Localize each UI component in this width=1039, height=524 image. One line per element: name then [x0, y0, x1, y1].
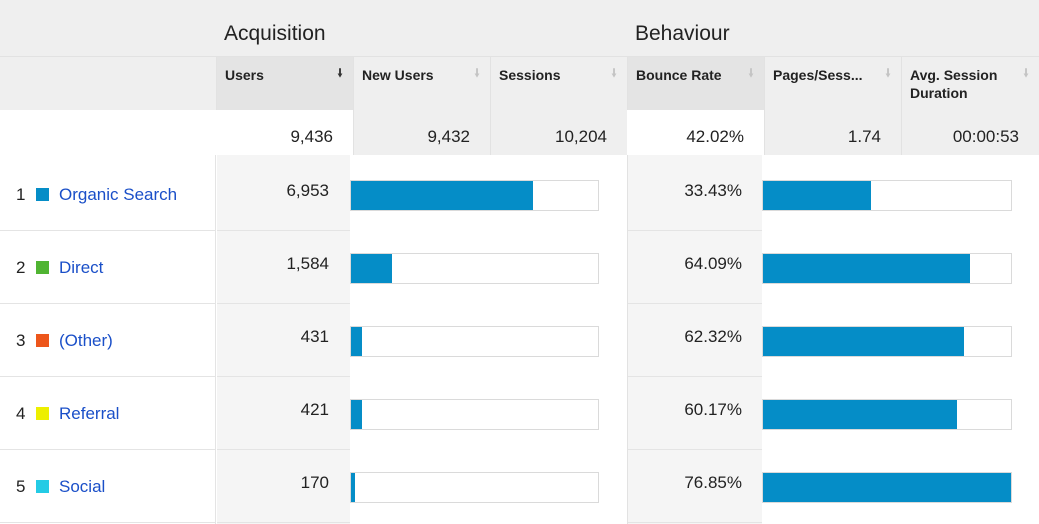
legend-swatch: [36, 188, 49, 201]
dimension-header: [0, 56, 216, 110]
row-number: 1: [16, 184, 26, 204]
row-number: 5: [16, 476, 26, 496]
row-divider: [217, 449, 350, 450]
row-number: 2: [16, 257, 26, 277]
legend-swatch: [36, 480, 49, 493]
users-bar-track: [350, 325, 599, 357]
column-header-pages-per-session-label: Pages/Sess...: [773, 67, 863, 83]
row-number: 4: [16, 403, 26, 423]
users-value: 421: [300, 399, 329, 419]
channel-link[interactable]: Direct: [59, 257, 104, 277]
users-bar: [351, 472, 355, 502]
table-row-label: 2 Direct: [16, 256, 103, 280]
users-bar-track: [350, 398, 599, 430]
row-divider: [217, 230, 350, 231]
row-divider: [217, 303, 350, 304]
total-bounce-rate: 42.02%: [627, 110, 764, 155]
bounce-rate-bar: [763, 326, 964, 356]
total-new-users: 9,432: [353, 110, 490, 155]
total-avg-session-duration: 00:00:53: [901, 110, 1039, 155]
column-header-sessions[interactable]: Sessions 🠛: [490, 56, 627, 110]
bounce-rate-bar-track: [762, 398, 1012, 430]
column-header-avg-session-duration-label: Avg. Session Duration: [910, 67, 998, 101]
sort-down-arrow-icon[interactable]: 🠛: [747, 66, 754, 80]
behaviour-group-title: Behaviour: [635, 22, 730, 45]
users-bar: [351, 253, 392, 283]
row-divider: [628, 303, 762, 304]
row-divider: [0, 303, 216, 304]
channel-link[interactable]: Social: [59, 476, 106, 496]
legend-swatch: [36, 261, 49, 274]
users-value-column: [217, 155, 350, 524]
users-bar-track: [350, 252, 599, 284]
column-header-bounce-rate[interactable]: Bounce Rate 🠛: [627, 56, 764, 110]
users-bar: [351, 326, 362, 356]
column-header-new-users[interactable]: New Users 🠛: [353, 56, 490, 110]
row-divider: [0, 449, 216, 450]
users-value: 6,953: [286, 180, 329, 200]
row-number: 3: [16, 330, 26, 350]
column-header-sessions-label: Sessions: [499, 67, 561, 83]
bounce-rate-value: 64.09%: [684, 253, 742, 273]
total-sessions: 10,204: [490, 110, 627, 155]
bounce-value-column: [628, 155, 762, 524]
bounce-rate-bar-track: [762, 471, 1012, 503]
column-header-users[interactable]: Users 🠛: [216, 56, 353, 110]
table-row-label: 4 Referral: [16, 402, 119, 426]
bounce-rate-bar: [763, 399, 957, 429]
users-bar-track: [350, 471, 599, 503]
bounce-rate-bar-track: [762, 179, 1012, 211]
sort-down-arrow-icon[interactable]: 🠛: [1022, 66, 1029, 80]
sort-down-arrow-icon[interactable]: 🠛: [610, 66, 617, 80]
total-pages-per-session: 1.74: [764, 110, 901, 155]
users-value: 170: [300, 472, 329, 492]
row-divider: [0, 376, 216, 377]
users-bar-track: [350, 179, 599, 211]
table-row-label: 3 (Other): [16, 329, 113, 353]
sort-down-arrow-icon[interactable]: 🠛: [884, 66, 891, 80]
column-header-pages-per-session[interactable]: Pages/Sess... 🠛: [764, 56, 901, 110]
row-divider: [0, 230, 216, 231]
bounce-rate-bar-track: [762, 252, 1012, 284]
row-divider: [628, 449, 762, 450]
bounce-rate-value: 60.17%: [684, 399, 742, 419]
sort-down-arrow-icon[interactable]: 🠛: [473, 66, 480, 80]
row-divider: [217, 376, 350, 377]
total-users: 9,436: [216, 110, 353, 155]
totals-label-cell: [0, 110, 216, 155]
bounce-rate-value: 62.32%: [684, 326, 742, 346]
row-divider: [628, 522, 762, 523]
table-row-label: 1 Organic Search: [16, 183, 177, 207]
row-divider: [628, 230, 762, 231]
column-divider: [627, 155, 628, 524]
row-divider: [0, 522, 216, 523]
column-header-avg-session-duration[interactable]: Avg. Session Duration 🠛: [901, 56, 1039, 110]
column-header-new-users-label: New Users: [362, 67, 434, 83]
legend-swatch: [36, 334, 49, 347]
sort-down-arrow-icon[interactable]: 🠛: [336, 66, 343, 80]
bounce-rate-bar-track: [762, 325, 1012, 357]
row-divider: [628, 376, 762, 377]
group-header-row: [0, 0, 1039, 56]
channel-link[interactable]: Organic Search: [59, 184, 178, 204]
column-header-users-label: Users: [225, 67, 264, 83]
bounce-rate-bar: [763, 253, 970, 283]
users-value: 431: [300, 326, 329, 346]
channel-link[interactable]: (Other): [59, 330, 113, 350]
users-bar: [351, 180, 533, 210]
bounce-rate-bar: [763, 180, 871, 210]
acquisition-group-title: Acquisition: [224, 22, 326, 45]
bounce-rate-bar: [763, 472, 1011, 502]
users-bar: [351, 399, 362, 429]
row-divider: [217, 522, 350, 523]
legend-swatch: [36, 407, 49, 420]
bounce-rate-value: 76.85%: [684, 472, 742, 492]
users-value: 1,584: [286, 253, 329, 273]
table-row-label: 5 Social: [16, 475, 105, 499]
column-header-bounce-rate-label: Bounce Rate: [636, 67, 722, 83]
channel-link[interactable]: Referral: [59, 403, 120, 423]
bounce-rate-value: 33.43%: [684, 180, 742, 200]
